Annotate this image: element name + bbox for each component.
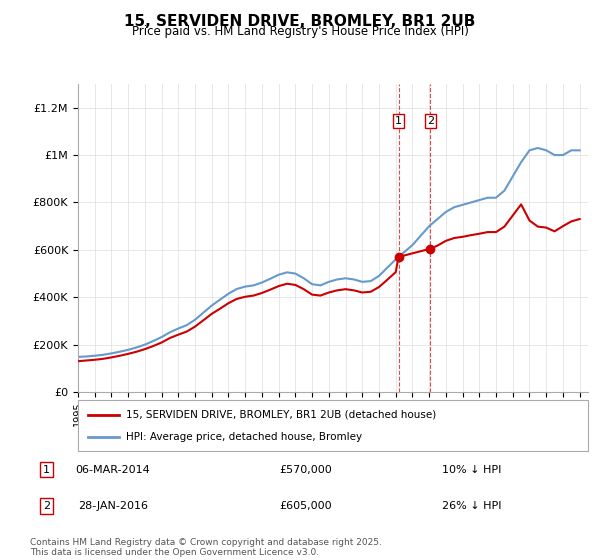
- Text: £605,000: £605,000: [280, 501, 332, 511]
- Text: 26% ↓ HPI: 26% ↓ HPI: [442, 501, 502, 511]
- Text: 2: 2: [43, 501, 50, 511]
- FancyBboxPatch shape: [78, 400, 588, 451]
- Text: 15, SERVIDEN DRIVE, BROMLEY, BR1 2UB: 15, SERVIDEN DRIVE, BROMLEY, BR1 2UB: [124, 14, 476, 29]
- Text: 1: 1: [395, 116, 402, 126]
- Text: 2: 2: [427, 116, 434, 126]
- Text: 15, SERVIDEN DRIVE, BROMLEY, BR1 2UB (detached house): 15, SERVIDEN DRIVE, BROMLEY, BR1 2UB (de…: [127, 409, 437, 419]
- Text: 1: 1: [43, 465, 50, 475]
- Text: Contains HM Land Registry data © Crown copyright and database right 2025.
This d: Contains HM Land Registry data © Crown c…: [30, 538, 382, 557]
- Text: 10% ↓ HPI: 10% ↓ HPI: [442, 465, 501, 475]
- Text: HPI: Average price, detached house, Bromley: HPI: Average price, detached house, Brom…: [127, 432, 362, 442]
- Text: Price paid vs. HM Land Registry's House Price Index (HPI): Price paid vs. HM Land Registry's House …: [131, 25, 469, 38]
- Text: £570,000: £570,000: [280, 465, 332, 475]
- Text: 06-MAR-2014: 06-MAR-2014: [76, 465, 150, 475]
- Text: 28-JAN-2016: 28-JAN-2016: [78, 501, 148, 511]
